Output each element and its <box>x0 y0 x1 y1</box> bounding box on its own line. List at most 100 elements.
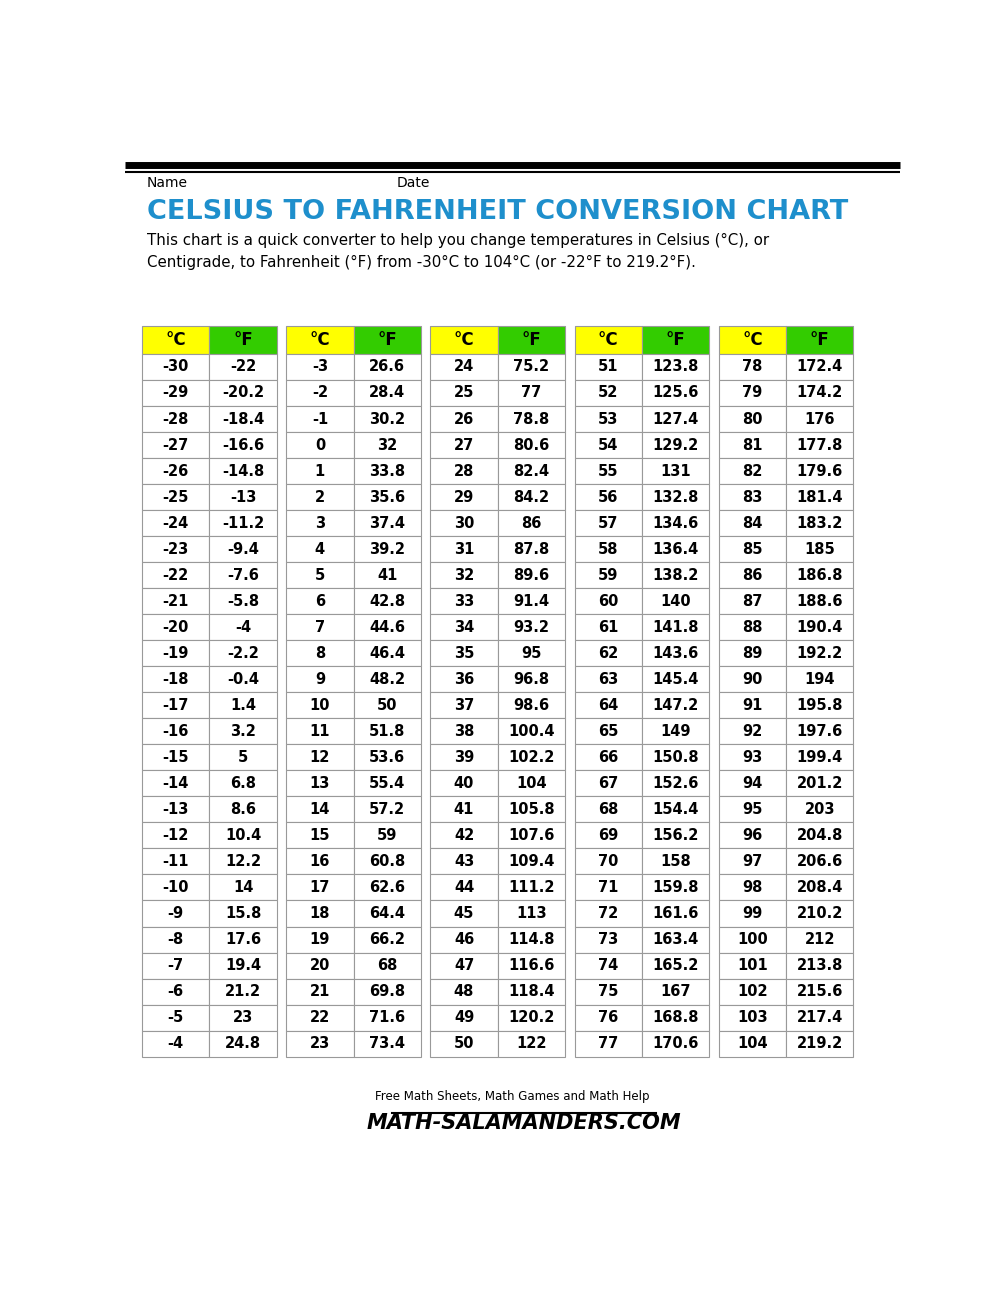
Bar <box>142 484 209 510</box>
Text: 64.4: 64.4 <box>369 906 405 921</box>
Bar <box>498 849 565 875</box>
Text: 150.8: 150.8 <box>652 749 699 765</box>
Text: 23: 23 <box>233 1011 253 1025</box>
Bar <box>498 796 565 823</box>
Bar <box>574 849 642 875</box>
Bar <box>719 901 786 927</box>
Bar <box>642 589 709 615</box>
Bar <box>430 432 498 458</box>
Bar <box>430 875 498 901</box>
Text: 58: 58 <box>598 542 618 556</box>
Text: 23: 23 <box>310 1036 330 1051</box>
Bar <box>642 744 709 770</box>
Bar <box>142 823 209 849</box>
Text: 27: 27 <box>454 437 474 453</box>
Text: 46: 46 <box>454 932 474 947</box>
Bar <box>642 380 709 406</box>
Bar <box>430 355 498 380</box>
Bar <box>642 510 709 536</box>
Bar <box>574 432 642 458</box>
Text: 163.4: 163.4 <box>653 932 699 947</box>
Bar <box>719 326 786 355</box>
Bar <box>209 355 277 380</box>
Bar <box>286 744 354 770</box>
Bar <box>354 641 421 666</box>
Text: 69: 69 <box>598 828 618 842</box>
Bar <box>719 562 786 589</box>
Text: 44: 44 <box>454 880 474 895</box>
Text: 78.8: 78.8 <box>513 411 550 427</box>
Text: 48.2: 48.2 <box>369 672 405 687</box>
Text: 21.2: 21.2 <box>225 983 261 999</box>
Bar <box>786 927 853 952</box>
Text: 190.4: 190.4 <box>797 620 843 635</box>
Bar <box>354 692 421 718</box>
Text: 1.4: 1.4 <box>230 697 256 713</box>
Bar <box>719 406 786 432</box>
Text: -14: -14 <box>163 776 189 791</box>
Bar <box>574 406 642 432</box>
Text: 159.8: 159.8 <box>652 880 699 895</box>
Text: 72: 72 <box>598 906 618 921</box>
Text: 76: 76 <box>598 1011 618 1025</box>
Text: 120.2: 120.2 <box>508 1011 555 1025</box>
Bar <box>209 744 277 770</box>
Text: 93.2: 93.2 <box>513 620 549 635</box>
Text: 33.8: 33.8 <box>369 463 405 479</box>
Text: 55: 55 <box>598 463 618 479</box>
Text: 188.6: 188.6 <box>797 594 843 608</box>
Text: -15: -15 <box>163 749 189 765</box>
Bar <box>286 432 354 458</box>
Text: 132.8: 132.8 <box>652 489 699 505</box>
Bar <box>574 952 642 978</box>
Bar <box>209 849 277 875</box>
Bar <box>498 823 565 849</box>
Text: 68: 68 <box>377 958 398 973</box>
Bar <box>642 406 709 432</box>
Text: 9: 9 <box>315 672 325 687</box>
Text: 37: 37 <box>454 697 474 713</box>
Text: 210.2: 210.2 <box>797 906 843 921</box>
Bar <box>719 927 786 952</box>
Text: -22: -22 <box>230 360 256 374</box>
Text: 195.8: 195.8 <box>797 697 843 713</box>
Bar <box>430 484 498 510</box>
Text: 32: 32 <box>377 437 397 453</box>
Bar <box>430 406 498 432</box>
Text: 158: 158 <box>660 854 691 870</box>
Bar <box>786 978 853 1004</box>
Text: -2: -2 <box>312 386 328 400</box>
Text: 38: 38 <box>454 723 474 739</box>
Bar <box>142 1030 209 1057</box>
Bar <box>642 536 709 562</box>
Text: 33: 33 <box>454 594 474 608</box>
Bar <box>498 770 565 796</box>
Text: 14: 14 <box>310 802 330 817</box>
Text: 100: 100 <box>737 932 768 947</box>
Text: 0: 0 <box>315 437 325 453</box>
Bar <box>786 875 853 901</box>
Text: -5: -5 <box>168 1011 184 1025</box>
Text: 22: 22 <box>310 1011 330 1025</box>
Bar <box>719 770 786 796</box>
Bar <box>574 326 642 355</box>
Bar <box>430 1030 498 1057</box>
Bar <box>286 589 354 615</box>
Text: 129.2: 129.2 <box>653 437 699 453</box>
Text: -10: -10 <box>163 880 189 895</box>
Text: 165.2: 165.2 <box>652 958 699 973</box>
Bar <box>354 510 421 536</box>
Bar <box>642 796 709 823</box>
Bar <box>498 484 565 510</box>
Text: -26: -26 <box>163 463 189 479</box>
Text: 59: 59 <box>377 828 398 842</box>
Text: -21: -21 <box>163 594 189 608</box>
Text: 45: 45 <box>454 906 474 921</box>
Bar <box>142 901 209 927</box>
Bar <box>642 901 709 927</box>
Text: 174.2: 174.2 <box>797 386 843 400</box>
Bar <box>642 875 709 901</box>
Text: 53.6: 53.6 <box>369 749 405 765</box>
Text: 161.6: 161.6 <box>652 906 699 921</box>
Bar <box>574 823 642 849</box>
